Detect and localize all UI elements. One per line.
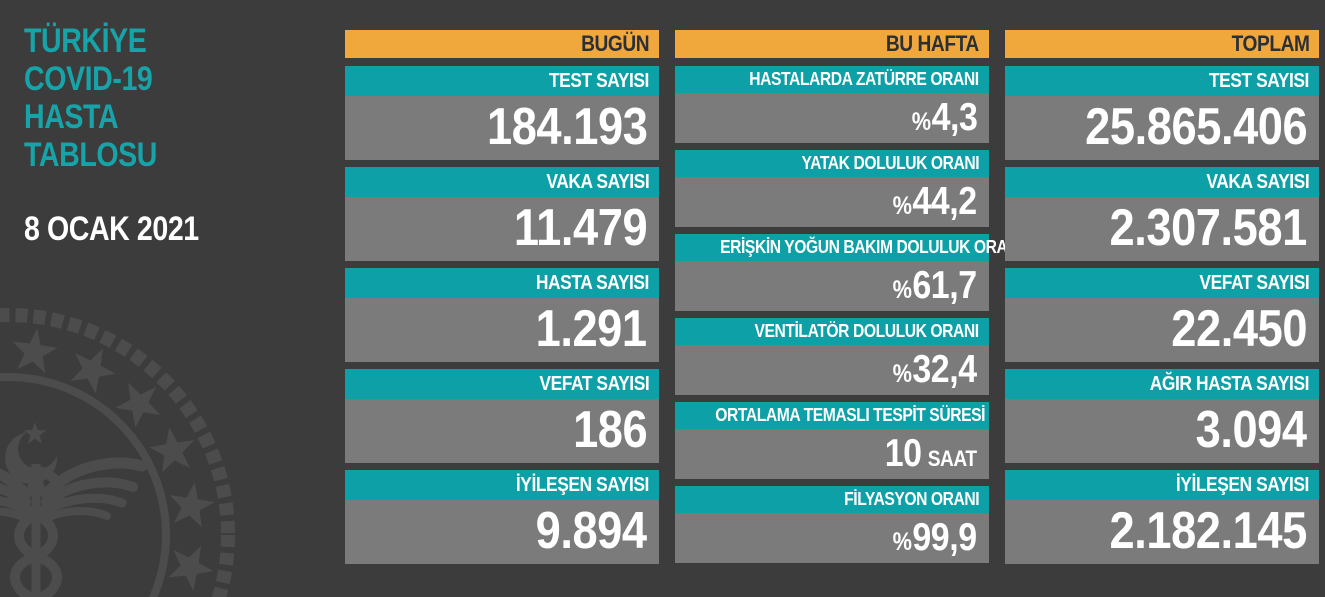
stat-label: HASTALARDA ZATÜRRE ORANI	[675, 66, 989, 93]
page-title: TÜRKİYE COVID-19 HASTA TABLOSU	[24, 22, 182, 174]
stat-label: YATAK DOLULUK ORANI	[675, 150, 989, 177]
stat-label: VENTİLATÖR DOLULUK ORANI	[675, 318, 989, 345]
stat-value: 3.094	[1005, 399, 1319, 463]
stat-box-ventilator-doluluk: VENTİLATÖR DOLULUK ORANI %32,4	[675, 318, 989, 395]
emblem-group	[0, 308, 235, 597]
stat-box-hasta-sayisi-bugun: HASTA SAYISI 1.291	[345, 268, 659, 362]
stat-value: 25.865.406	[1005, 96, 1319, 160]
stat-label: HASTA SAYISI	[345, 268, 659, 298]
stat-value: %32,4	[675, 345, 989, 395]
stat-value: %44,2	[675, 177, 989, 227]
stat-label: ERİŞKİN YOĞUN BAKIM DOLULUK ORANI	[675, 234, 1023, 261]
page-title-line: COVID-19	[24, 60, 153, 98]
stat-box-zaturre-orani: HASTALARDA ZATÜRRE ORANI %4,3	[675, 66, 989, 143]
stat-label: ORTALAMA TEMASLI TESPİT SÜRESİ	[675, 402, 989, 429]
stat-label: VEFAT SAYISI	[1005, 268, 1319, 298]
page-title-line: TÜRKİYE	[24, 22, 147, 60]
stat-value: %4,3	[675, 93, 989, 143]
stat-value: 10 SAAT	[675, 429, 989, 479]
stat-box-vaka-sayisi-bugun: VAKA SAYISI 11.479	[345, 167, 659, 261]
stat-label: FİLYASYON ORANI	[675, 486, 989, 513]
rope-circle	[0, 308, 235, 597]
stat-box-agir-hasta-sayisi: AĞIR HASTA SAYISI 3.094	[1005, 369, 1319, 463]
stat-value: 22.450	[1005, 298, 1319, 362]
stat-box-filyasyon-orani: FİLYASYON ORANI %99,9	[675, 486, 989, 563]
inner-circle	[0, 373, 170, 597]
stat-box-vefat-sayisi-bugun: VEFAT SAYISI 186	[345, 369, 659, 463]
column-bu-hafta: BU HAFTA HASTALARDA ZATÜRRE ORANI %4,3 Y…	[675, 30, 1023, 570]
stat-value: %61,7	[675, 261, 989, 311]
stat-value: %99,9	[675, 513, 989, 563]
stat-value: 186	[345, 399, 659, 463]
stat-box-temasli-tespit-suresi: ORTALAMA TEMASLI TESPİT SÜRESİ 10 SAAT	[675, 402, 989, 479]
stat-box-vaka-sayisi-toplam: VAKA SAYISI 2.307.581	[1005, 167, 1319, 261]
stat-box-yatak-doluluk: YATAK DOLULUK ORANI %44,2	[675, 150, 989, 227]
stat-value: 9.894	[345, 500, 659, 564]
stat-value: 184.193	[345, 96, 659, 160]
column-header-bugun: BUGÜN	[345, 30, 659, 58]
caduceus-icon	[0, 463, 142, 597]
stat-label: TEST SAYISI	[345, 66, 659, 96]
stat-box-vefat-sayisi-toplam: VEFAT SAYISI 22.450	[1005, 268, 1319, 362]
stat-label: İYİLEŞEN SAYISI	[345, 470, 659, 500]
column-header-toplam: TOPLAM	[1005, 30, 1319, 58]
stat-label: İYİLEŞEN SAYISI	[1005, 470, 1319, 500]
stat-label: VEFAT SAYISI	[345, 369, 659, 399]
stat-label: TEST SAYISI	[1005, 66, 1319, 96]
stat-value: 2.307.581	[1005, 197, 1319, 261]
page-title-line: TABLOSU	[24, 136, 157, 174]
stat-label: VAKA SAYISI	[1005, 167, 1319, 197]
report-date: 8 OCAK 2021	[24, 210, 199, 248]
stat-box-yogun-bakim-doluluk: ERİŞKİN YOĞUN BAKIM DOLULUK ORANI %61,7	[675, 234, 1023, 311]
column-toplam: TOPLAM TEST SAYISI 25.865.406 VAKA SAYIS…	[1005, 30, 1319, 571]
page-title-line: HASTA	[24, 98, 119, 136]
stat-value: 11.479	[345, 197, 659, 261]
column-bugun: BUGÜN TEST SAYISI 184.193 VAKA SAYISI 11…	[345, 30, 659, 571]
stat-box-test-sayisi-toplam: TEST SAYISI 25.865.406	[1005, 66, 1319, 160]
stat-label: VAKA SAYISI	[345, 167, 659, 197]
stat-box-test-sayisi-bugun: TEST SAYISI 184.193	[345, 66, 659, 160]
stat-box-iyilesen-sayisi-toplam: İYİLEŞEN SAYISI 2.182.145	[1005, 470, 1319, 564]
stat-value: 2.182.145	[1005, 500, 1319, 564]
stat-value: 1.291	[345, 298, 659, 362]
stat-label: AĞIR HASTA SAYISI	[1005, 369, 1319, 399]
stat-box-iyilesen-sayisi-bugun: İYİLEŞEN SAYISI 9.894	[345, 470, 659, 564]
column-header-bu-hafta: BU HAFTA	[675, 30, 989, 58]
